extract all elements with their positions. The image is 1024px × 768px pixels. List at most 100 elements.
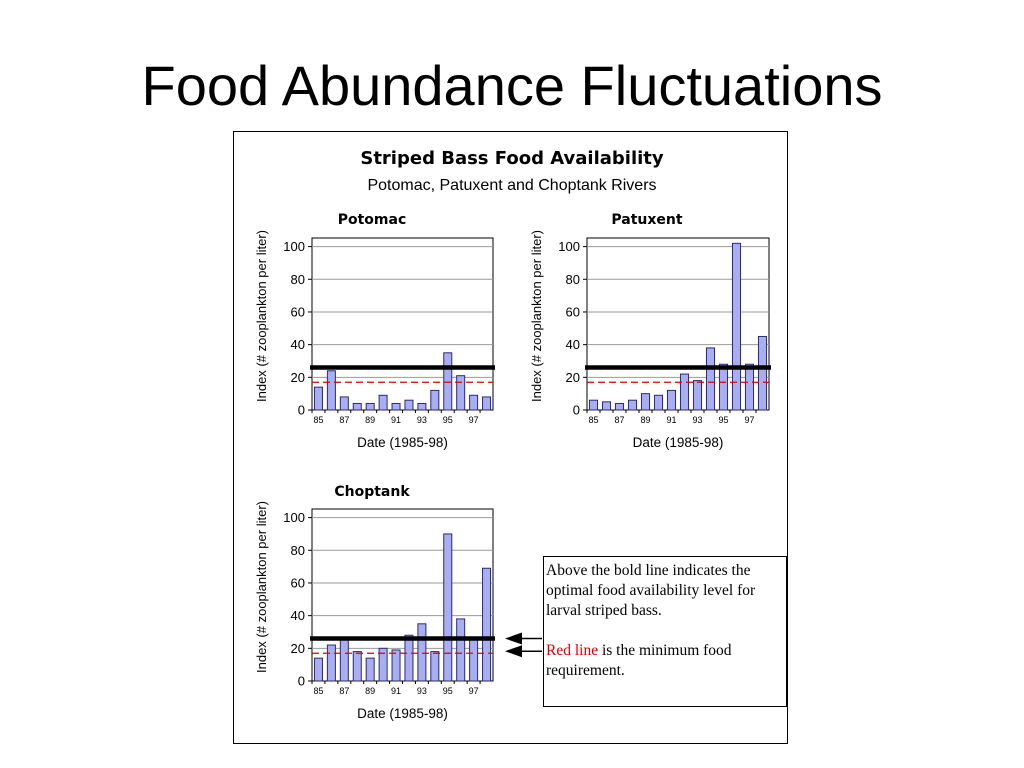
legend-note: Above the bold line indicates the optima…: [543, 556, 787, 707]
bar: [352, 651, 362, 682]
bar: [679, 373, 690, 411]
y-tick-label: 20: [291, 370, 305, 385]
y-tick-label: 80: [291, 272, 305, 287]
x-tick-label: 89: [365, 686, 375, 696]
y-tick-label: 100: [558, 239, 580, 254]
bar: [417, 402, 427, 411]
arrow-to-optimal-line: [505, 632, 542, 645]
bar: [443, 533, 453, 682]
note-optimal-text: Above the bold line indicates the optima…: [546, 562, 756, 619]
x-tick-label: 93: [417, 415, 427, 425]
x-tick-label: 95: [443, 415, 453, 425]
plot-area: [311, 237, 494, 411]
x-tick-label: 87: [614, 415, 624, 425]
bar: [313, 657, 323, 682]
bar: [417, 623, 427, 682]
bar: [744, 363, 755, 411]
plot-area: [586, 237, 770, 411]
y-axis-label: Index (# zooplankton per liter): [529, 230, 544, 402]
y-tick-label: 60: [566, 304, 580, 319]
bar: [391, 649, 401, 682]
chart-choptank: 0 20 40 60 80 100 85 87 89 91 93 95 97 Choptank Date (…: [254, 484, 495, 721]
plot-area: [311, 508, 494, 682]
note-red-line-label: Red line: [546, 642, 599, 659]
x-tick-label: 85: [313, 686, 323, 696]
x-tick-label: 97: [744, 415, 754, 425]
bar: [391, 402, 401, 411]
bar: [482, 396, 492, 411]
bar: [404, 634, 414, 682]
bar: [456, 375, 466, 411]
y-tick-label: 60: [291, 304, 305, 319]
bar: [627, 399, 638, 411]
bar: [653, 394, 664, 411]
x-tick-label: 91: [391, 415, 401, 425]
bar: [482, 567, 492, 682]
x-tick-label: 85: [313, 415, 323, 425]
x-tick-label: 91: [666, 415, 676, 425]
bar: [718, 363, 729, 411]
y-axis-label: Index (# zooplankton per liter): [254, 501, 269, 673]
y-tick-label: 40: [291, 337, 305, 352]
y-tick-label: 0: [298, 674, 305, 689]
x-tick-label: 91: [391, 686, 401, 696]
slide-title: Food Abundance Fluctuations: [141, 54, 883, 117]
bar: [365, 402, 375, 411]
x-tick-label: 95: [718, 415, 728, 425]
y-tick-label: 0: [573, 403, 580, 418]
y-axis-label: Index (# zooplankton per liter): [254, 230, 269, 402]
bar: [378, 647, 388, 682]
bar: [705, 347, 716, 411]
bar: [404, 399, 414, 411]
note-minimum-text: Red line is the minimum food requirement…: [546, 641, 784, 681]
bar: [365, 657, 375, 682]
x-tick-label: 95: [443, 686, 453, 696]
x-tick-label: 89: [365, 415, 375, 425]
x-tick-label: 89: [640, 415, 650, 425]
chart-title: Patuxent: [611, 212, 682, 228]
bar: [378, 394, 388, 411]
y-tick-label: 100: [283, 510, 305, 525]
y-tick-label: 60: [291, 575, 305, 590]
bar: [326, 644, 336, 682]
x-axis-label: Date (1985-98): [633, 435, 724, 450]
chart-potomac: 0 20 40 60 80 100 85 87 89 91 93 95 97 Potomac Date (1…: [254, 212, 495, 450]
figure-subtitle: Potomac, Patuxent and Choptank Rivers: [367, 177, 657, 194]
x-tick-label: 87: [339, 415, 349, 425]
chart-patuxent: 0 20 40 60 80 100 85 87 89 91 93 95 97 Patuxent Date (…: [529, 212, 771, 450]
y-tick-label: 20: [566, 370, 580, 385]
bar: [666, 389, 677, 411]
bar: [339, 638, 349, 682]
note-minimum-rest: is the minimum food requirement.: [546, 642, 732, 679]
arrow-head: [505, 645, 522, 658]
y-tick-label: 20: [291, 641, 305, 656]
x-axis-label: Date (1985-98): [357, 706, 448, 721]
bar: [352, 402, 362, 411]
bar: [469, 638, 479, 682]
x-tick-label: 93: [417, 686, 427, 696]
x-tick-label: 93: [692, 415, 702, 425]
y-tick-label: 100: [283, 239, 305, 254]
x-tick-label: 97: [469, 686, 479, 696]
bar: [456, 618, 466, 682]
bar: [640, 393, 651, 411]
bar: [601, 401, 612, 411]
figure-title: Striped Bass Food Availability: [360, 148, 664, 169]
bar: [326, 370, 336, 411]
arrow-head: [505, 632, 522, 645]
bar: [313, 386, 323, 411]
y-tick-label: 80: [566, 272, 580, 287]
bar: [731, 242, 742, 411]
x-tick-label: 87: [339, 686, 349, 696]
bar: [443, 352, 453, 411]
x-axis-label: Date (1985-98): [357, 435, 448, 450]
bar: [469, 394, 479, 411]
y-tick-label: 40: [566, 337, 580, 352]
bar: [757, 335, 768, 411]
chart-title: Choptank: [334, 484, 410, 500]
y-tick-label: 80: [291, 543, 305, 558]
y-tick-label: 0: [298, 403, 305, 418]
chart-title: Potomac: [338, 212, 407, 228]
x-tick-label: 97: [469, 415, 479, 425]
